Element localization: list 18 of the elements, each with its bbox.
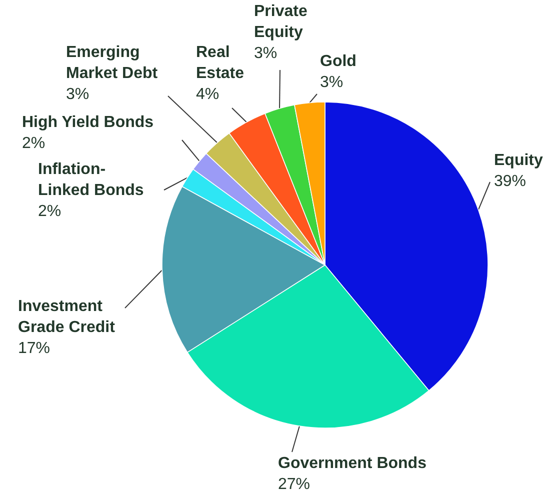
slice-label: Inflation-Linked Bonds: [38, 161, 144, 199]
slice-label: Real Estate: [196, 44, 244, 82]
slice-label: High Yield Bonds: [22, 114, 154, 131]
slice-label: Emerging Market Debt: [66, 44, 158, 82]
slice-label: Government Bonds: [278, 455, 427, 472]
slice-label: Gold: [320, 53, 356, 70]
data-label: 2%: [22, 135, 46, 152]
slice-label: Private Equity: [254, 3, 308, 41]
slice-label: Investment Grade Credit: [18, 298, 116, 336]
data-label: 4%: [196, 86, 220, 103]
data-label: 39%: [494, 173, 526, 190]
data-label: 3%: [254, 45, 278, 62]
slice-label: Equity: [494, 152, 543, 169]
data-label: 27%: [278, 476, 310, 493]
data-label: 17%: [18, 340, 50, 357]
data-label: 3%: [320, 74, 344, 91]
data-label: 2%: [38, 203, 62, 220]
data-label: 3%: [66, 86, 90, 103]
